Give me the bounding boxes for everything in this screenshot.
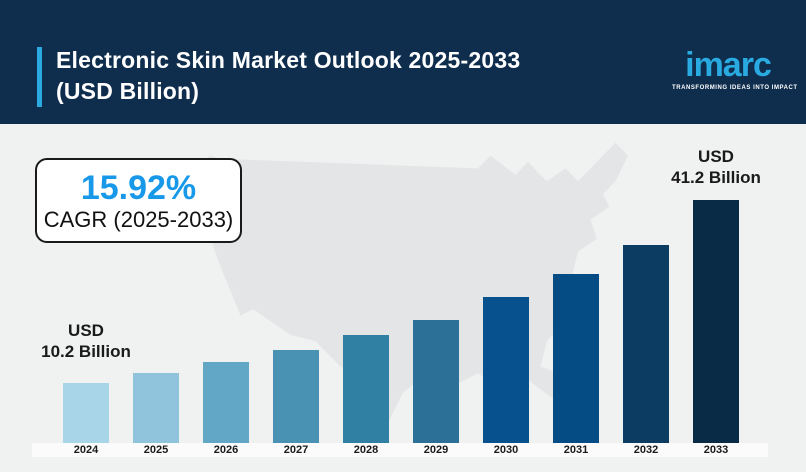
bar-2024 [63, 383, 109, 443]
x-tick-label-2029: 2029 [423, 444, 449, 456]
page-title: Electronic Skin Market Outlook 2025-2033… [56, 45, 616, 107]
x-tick-label-2032: 2032 [633, 444, 659, 456]
x-tick-label-2027: 2027 [283, 444, 309, 456]
bar-2028 [343, 335, 389, 443]
imarc-logo: imarc TRANSFORMING IDEAS INTO IMPACT [672, 46, 798, 91]
callout-last-line1: USD [698, 147, 734, 166]
chart-area: 15.92% CAGR (2025-2033) USD 10.2 Billion… [0, 124, 806, 472]
callout-first-value: USD 10.2 Billion [16, 320, 156, 362]
header-banner: Electronic Skin Market Outlook 2025-2033… [0, 0, 806, 124]
callout-first-line2: 10.2 Billion [41, 342, 131, 361]
imarc-logo-text: imarc [685, 46, 772, 84]
x-axis-baseline [32, 443, 768, 457]
bar-2029 [413, 320, 459, 443]
callout-last-value: USD 41.2 Billion [646, 146, 786, 188]
page-title-line2: (USD Billion) [56, 78, 200, 104]
bar-2025 [133, 373, 179, 443]
cagr-value: 15.92% [80, 168, 197, 207]
bar-2033 [693, 200, 739, 443]
x-tick-label-2026: 2026 [213, 444, 239, 456]
bar-2026 [203, 362, 249, 443]
cagr-box: 15.92% CAGR (2025-2033) [35, 158, 242, 243]
x-tick-label-2024: 2024 [73, 444, 99, 456]
cagr-label: CAGR (2025-2033) [43, 206, 234, 232]
page-title-line1: Electronic Skin Market Outlook 2025-2033 [56, 47, 521, 73]
bar-2027 [273, 350, 319, 443]
x-tick-label-2025: 2025 [143, 444, 169, 456]
title-accent-bar [37, 47, 42, 107]
x-tick-label-2030: 2030 [493, 444, 519, 456]
x-tick-label-2028: 2028 [353, 444, 379, 456]
bar-2030 [483, 297, 529, 443]
imarc-logo-tagline: TRANSFORMING IDEAS INTO IMPACT [672, 85, 798, 91]
x-tick-label-2033: 2033 [703, 444, 729, 456]
bar-2031 [553, 274, 599, 443]
callout-first-line1: USD [68, 321, 104, 340]
bar-2032 [623, 245, 669, 443]
x-tick-label-2031: 2031 [563, 444, 589, 456]
callout-last-line2: 41.2 Billion [671, 168, 761, 187]
